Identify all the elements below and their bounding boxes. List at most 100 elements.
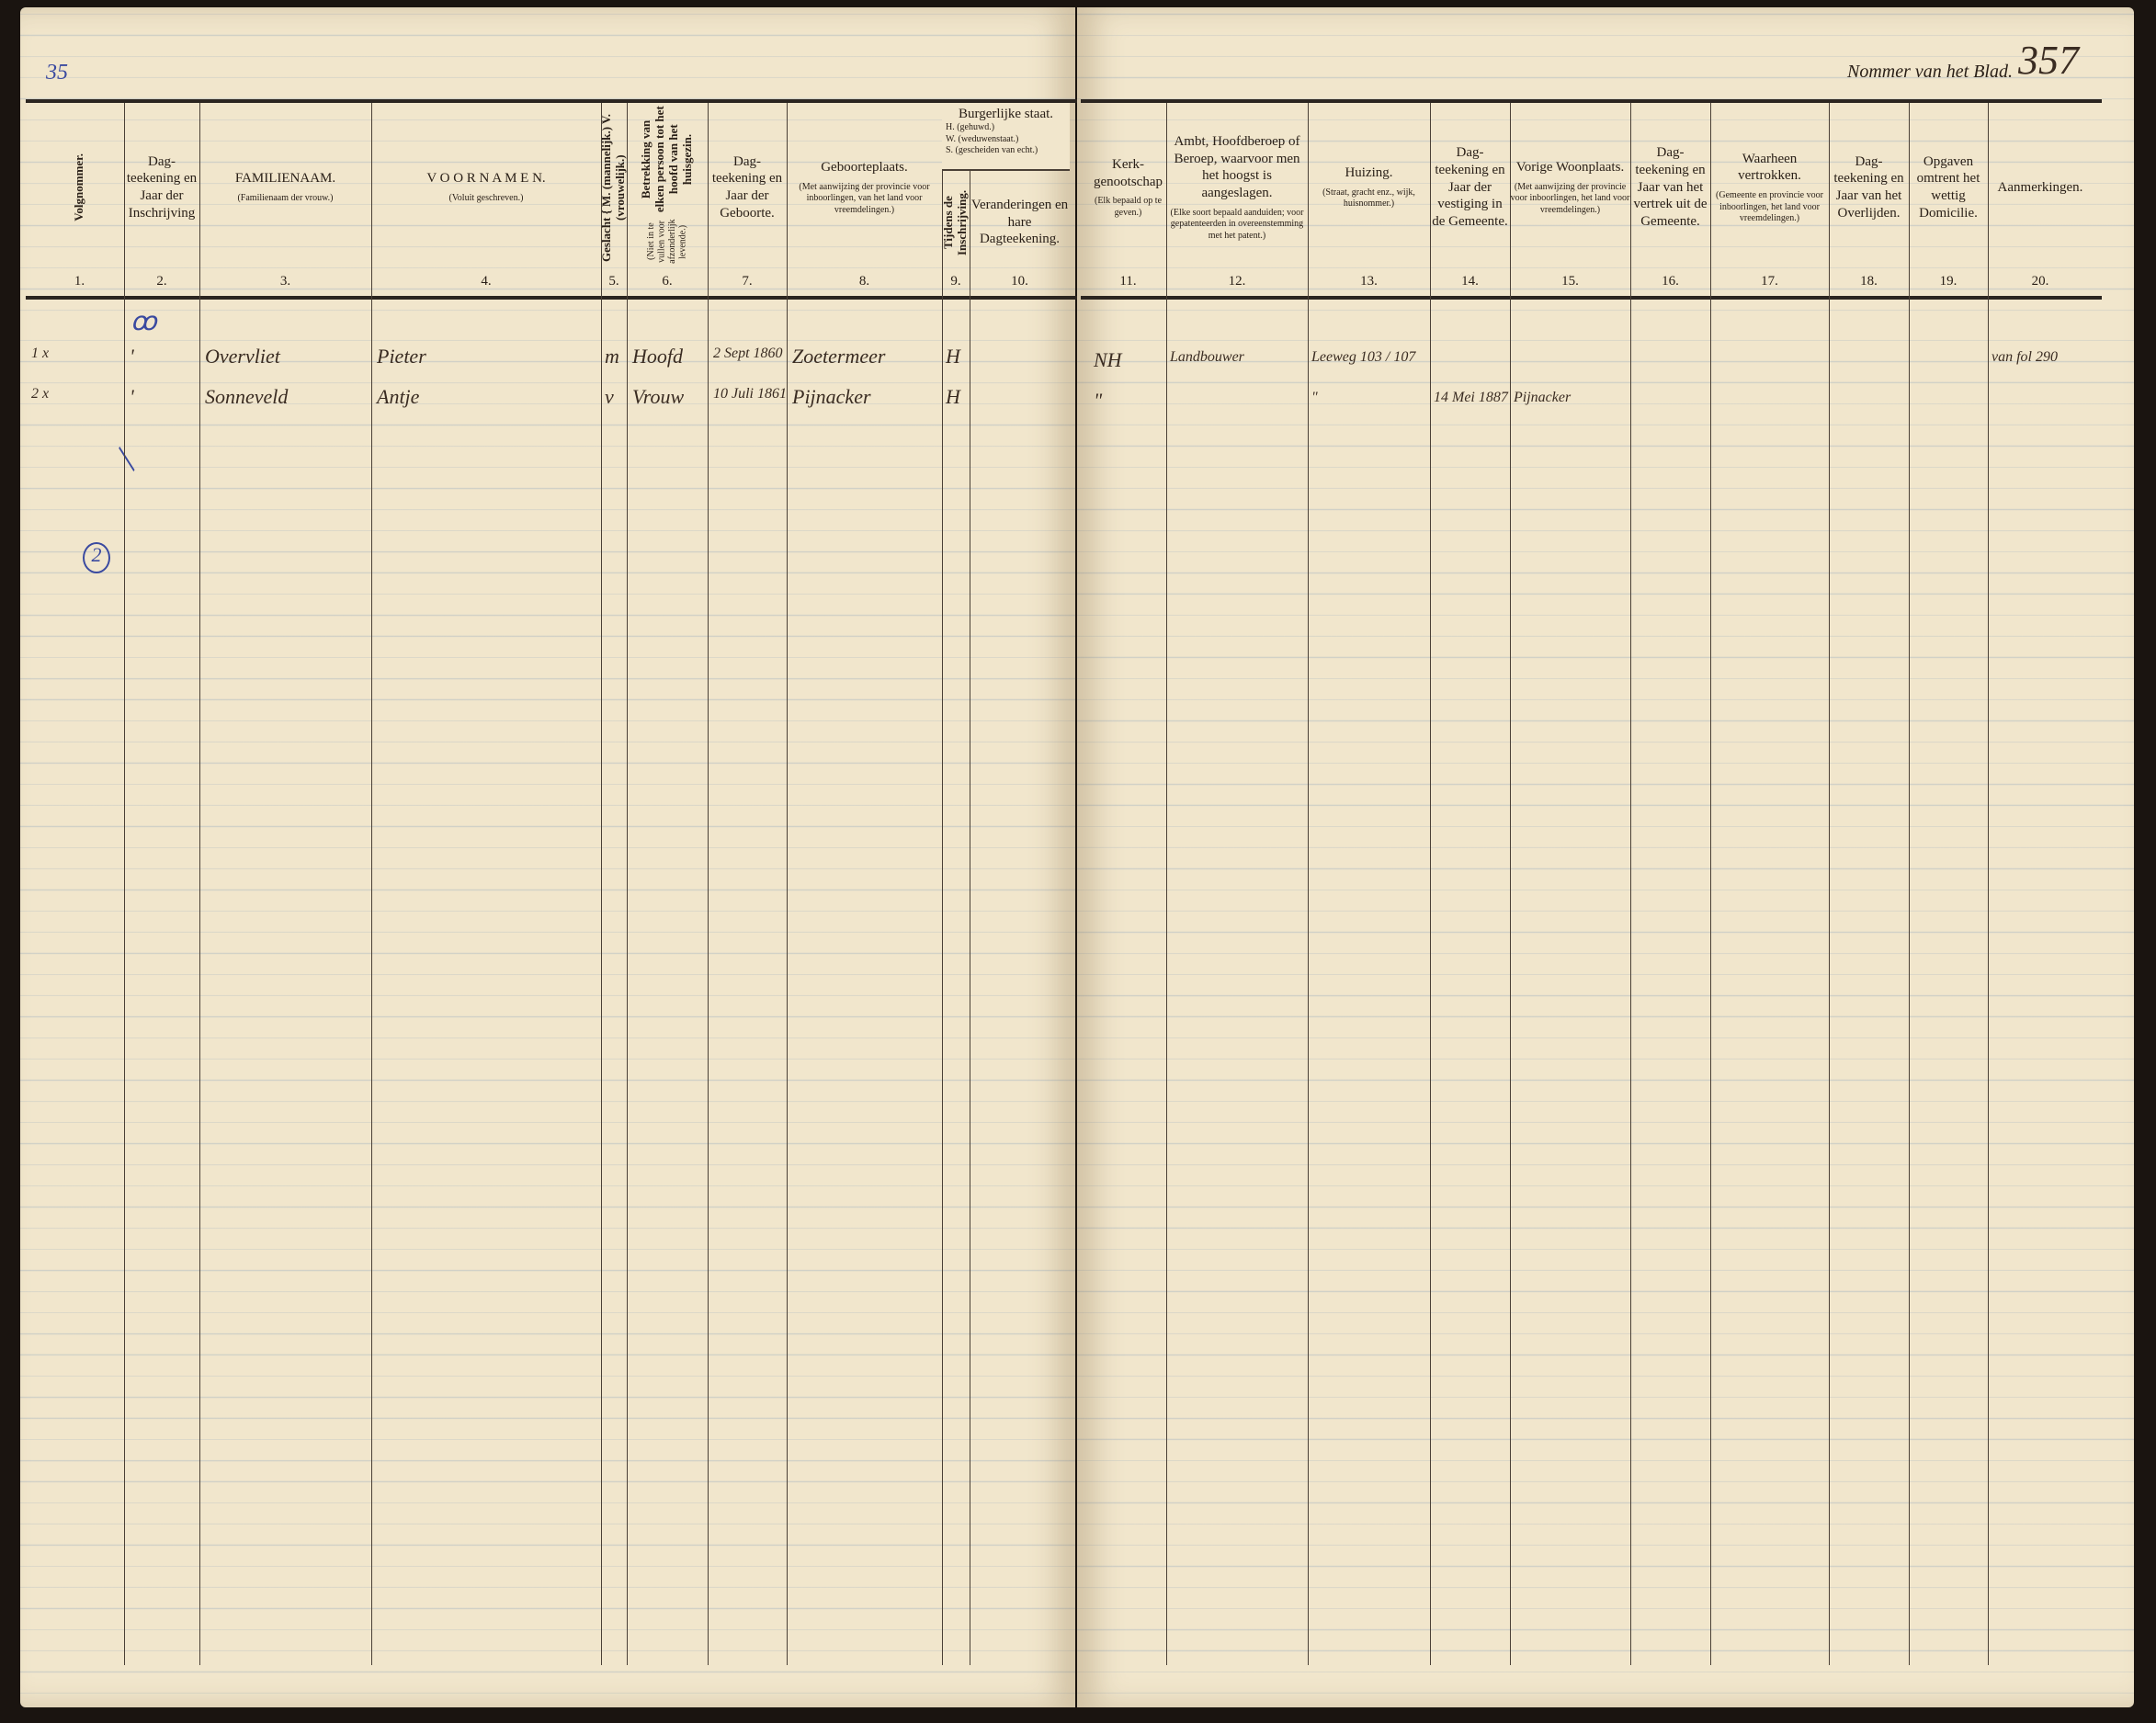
entry-staat: H: [946, 345, 960, 368]
entry-betrekking: Vrouw: [632, 385, 685, 408]
column-title: Volgnommer.: [72, 153, 86, 221]
entry-inschrijving: ': [130, 385, 134, 408]
column-number: 20.: [2031, 274, 2049, 289]
column-number: 3.: [279, 274, 291, 289]
entry-voornamen: Pieter: [377, 345, 426, 368]
left-header-bottom-rule: [26, 296, 1079, 300]
column-number: 13.: [1360, 274, 1378, 289]
burgerlijke-staat-header: Burgerlijke staat. H. (gehuwd.) W. (weduwe…: [942, 103, 1070, 171]
right-column-divider: [1710, 103, 1711, 1665]
left-column-header-4: V O O R N A M E N. (Voluit geschreven.): [371, 105, 601, 270]
right-column-divider: [1630, 103, 1631, 1665]
column-subtitle: (Met aanwijzing der provincie voor inboo…: [799, 181, 930, 215]
left-page: 35 2 / ꝏ Volgnommer. 1. Dag- teekening en …: [20, 7, 1079, 1707]
column-title: Opgaven omtrent het wettig Domicilie.: [1916, 153, 1980, 221]
entry-beroep: Landbouwer: [1170, 349, 1244, 365]
entry-vorige-woonplaats: Pijnacker: [1514, 390, 1572, 405]
right-column-divider: [1430, 103, 1431, 1665]
right-column-header-8: Dag- teekening en Jaar van het Overlijde…: [1829, 105, 1909, 270]
left-column-header-9: Tijdens de Inschrijving.: [941, 175, 970, 270]
column-number: 10.: [1011, 274, 1028, 289]
entry-huizing: ": [1311, 390, 1318, 405]
entry-betrekking: Hoofd: [632, 345, 683, 368]
right-column-divider: [1510, 103, 1511, 1665]
column-subtitle: (Straat, gracht enz., wijk, huisnommer.): [1322, 187, 1415, 210]
column-title: V O O R N A M E N.: [426, 171, 546, 187]
entry-geboorteplaats: Pijnacker: [792, 385, 871, 408]
left-column-divider: [942, 103, 943, 1665]
column-title: Kerk- genootschap: [1094, 156, 1163, 189]
column-number: 8.: [858, 274, 870, 289]
column-title: Dag- teekening en Jaar van het vertrek u…: [1633, 145, 1708, 230]
column-title: Betrekking van elken persoon tot het hoo…: [639, 106, 694, 213]
left-column-header-8: Geboorteplaats. (Met aanwijzing der provi…: [787, 105, 942, 270]
right-column-header-4: Dag- teekening en Jaar der vestiging in …: [1430, 105, 1510, 270]
right-column-divider: [1909, 103, 1910, 1665]
right-column-header-2: Ambt, Hoofdberoep of Beroep, waarvoor me…: [1166, 105, 1308, 270]
left-column-header-10: Veranderingen en hare Dagteekening.: [970, 175, 1070, 270]
column-title: Dag- teekening en Jaar der vestiging in …: [1432, 145, 1508, 230]
column-subtitle: (Elk bepaald op te geven.): [1094, 196, 1163, 218]
entry-familienaam: Sonneveld: [205, 385, 289, 408]
column-number: 17.: [1761, 274, 1778, 289]
page-number-block: Nommer van het Blad. 357: [1847, 38, 2079, 83]
burgerlijke-staat-title: Burgerlijke staat.: [958, 107, 1054, 121]
entry-huizing: Leeweg 103 / 107: [1311, 349, 1416, 365]
entry-geslacht: m: [605, 345, 619, 368]
column-subtitle: (Elke soort bepaald aanduiden; voor gepa…: [1170, 207, 1304, 241]
entry-geboorteplaats: Zoetermeer: [792, 345, 886, 368]
right-column-divider: [1166, 103, 1167, 1665]
column-number: 14.: [1461, 274, 1479, 289]
entry-geslacht: v: [605, 385, 614, 408]
column-title: Tijdens de Inschrijving.: [941, 189, 969, 255]
right-header-bottom-rule: [1081, 296, 2102, 300]
entry-inschrijving: ': [130, 345, 134, 368]
left-column-header-7: Dag- teekening en Jaar der Geboorte.: [708, 105, 787, 270]
right-column-header-10: Aanmerkingen.: [1988, 105, 2093, 270]
entry-kerk: NH: [1094, 348, 1122, 371]
burgerlijke-staat-legend: S. (gescheiden van echt.): [946, 145, 1038, 155]
column-title: Geslacht { M. (mannelijk.) V. (vrouwelij…: [599, 113, 627, 262]
blue-pencil-stroke: /: [105, 444, 147, 474]
left-column-header-6: Betrekking van elken persoon tot het hoo…: [627, 105, 708, 270]
left-column-header-3: FAMILIENAAM. (Familienaam der vrouw.): [199, 105, 371, 270]
entry-vestiging: 14 Mei 1887: [1434, 390, 1508, 405]
column-number: 18.: [1860, 274, 1878, 289]
left-column-divider: [199, 103, 200, 1665]
entry-geboorte: 2 Sept 1860: [713, 346, 783, 361]
column-subtitle: (Gemeente en provincie voor inboorlingen…: [1716, 190, 1823, 223]
left-column-divider: [708, 103, 709, 1665]
right-column-header-3: Huizing. (Straat, gracht enz., wijk, huis…: [1308, 105, 1430, 270]
column-subtitle: (Niet in te vullen voor afzonderlijk lev…: [646, 219, 688, 265]
column-number: 1.: [74, 274, 85, 289]
column-number: 7.: [742, 274, 753, 289]
column-title: Dag- teekening en Jaar der Inschrijving: [126, 153, 198, 221]
burgerlijke-staat-legend: H. (gehuwd.): [946, 122, 995, 132]
right-column-divider: [1308, 103, 1309, 1665]
left-column-divider: [627, 103, 628, 1665]
blue-pencil-scribble: ꝏ: [130, 308, 157, 336]
left-column-divider: [371, 103, 372, 1665]
left-column-header-2: Dag- teekening en Jaar der Inschrijving: [124, 105, 199, 270]
page-number: 357: [2018, 38, 2079, 83]
entry-volgnummer: 1 x: [31, 346, 50, 361]
column-title: Geboorteplaats.: [821, 159, 908, 175]
column-subtitle: (Familienaam der vrouw.): [237, 193, 334, 204]
entry-familienaam: Overvliet: [205, 345, 280, 368]
page-number-label: Nommer van het Blad.: [1847, 62, 2013, 83]
column-number: 16.: [1662, 274, 1679, 289]
column-number: 9.: [950, 274, 961, 289]
column-number: 11.: [1119, 274, 1137, 289]
margin-note: 2: [83, 542, 110, 573]
column-title: Vorige Woonplaats.: [1515, 159, 1625, 175]
left-column-divider: [601, 103, 602, 1665]
left-column-header-5: Geslacht { M. (mannelijk.) V. (vrouwelij…: [599, 105, 627, 270]
right-column-divider: [1988, 103, 1989, 1665]
column-number: 15.: [1561, 274, 1579, 289]
right-column-header-7: Waarheen vertrokken. (Gemeente en provinc…: [1710, 105, 1829, 270]
column-title: Aanmerkingen.: [1997, 179, 2083, 195]
entry-geboorte: 10 Juli 1861: [713, 386, 787, 402]
entry-staat: H: [946, 385, 960, 408]
left-column-header-1: Volgnommer.: [35, 105, 124, 270]
previous-ref: 35: [46, 61, 68, 85]
